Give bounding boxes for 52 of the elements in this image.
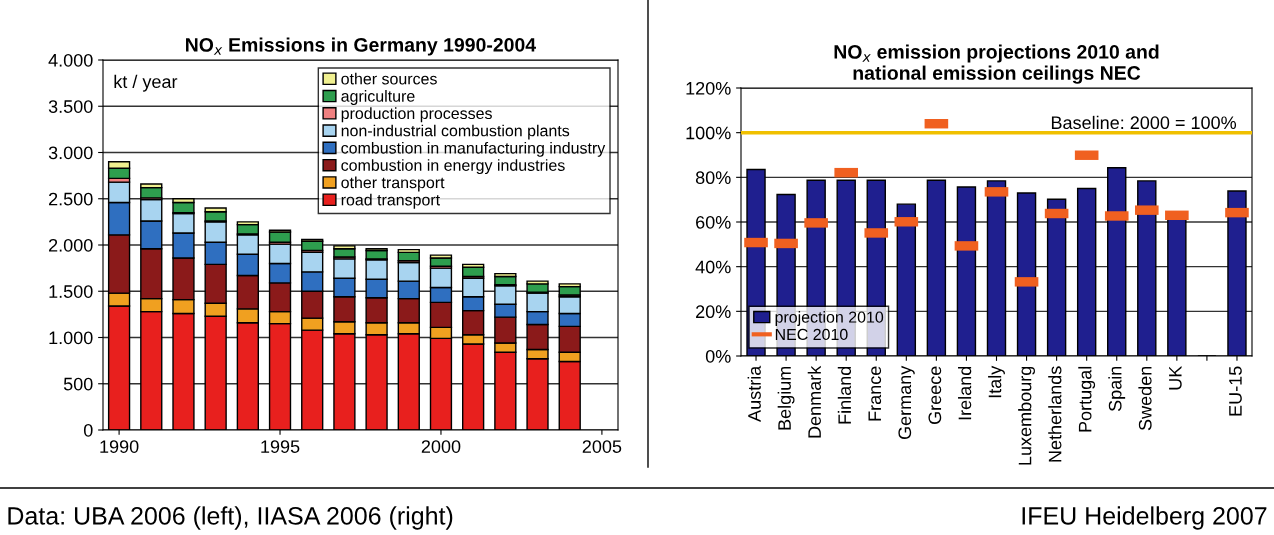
x-tick-label: 2000 [421, 440, 461, 453]
y-tick-label: 100% [686, 126, 731, 140]
y-tick-label: 80% [695, 171, 731, 185]
x-tick-label: Luxembourg [1018, 366, 1035, 465]
x-tick-label: Germany [898, 365, 915, 440]
y-tick-label: 0% [705, 349, 731, 363]
x-tick-label: France [868, 366, 882, 421]
y-tick-label: 1.500 [49, 285, 93, 298]
legend-label: combustion in energy industries [341, 159, 565, 175]
x-tick-label: Austria [747, 365, 761, 422]
x-tick-label: Sweden [1138, 366, 1152, 431]
y-tick-label: 4.000 [48, 53, 93, 67]
legend-label: production processes [341, 107, 492, 123]
x-tick-label: Belgium [777, 366, 795, 430]
annotation: kt / year [114, 74, 178, 92]
x-tick-label: 1990 [100, 440, 139, 453]
x-tick-label: 1995 [261, 440, 300, 453]
legend-label: agriculture [341, 90, 415, 105]
y-tick-label: 3.000 [48, 146, 93, 160]
legend-label: combustion in manufacturing industry [341, 141, 606, 157]
legend-label: non-industrial combustion plants [341, 124, 570, 140]
chart-title: NO$_{x}$ emission projections 2010 and national emission ceilings NEC [834, 44, 1159, 84]
legend-label: other transport [341, 176, 445, 192]
x-tick-label: Ireland [958, 366, 972, 420]
x-tick-label: Denmark [807, 365, 821, 438]
x-tick-label: Netherlands [1048, 366, 1062, 462]
y-tick-label: 60% [696, 215, 731, 229]
y-tick-label: 2.000 [49, 238, 93, 252]
y-tick-label: 0 [83, 423, 93, 437]
x-tick-label: Portugal [1078, 366, 1096, 432]
x-tick-label: UK [1169, 365, 1182, 390]
y-tick-label: 3.500 [48, 100, 93, 113]
legend-label: road transport [341, 193, 440, 209]
x-tick-label: Italy [988, 365, 1005, 398]
legend-label: NEC 2010 [775, 328, 848, 341]
y-tick-label: 120% [686, 81, 731, 95]
x-tick-label: Finland [837, 366, 852, 424]
text: Data: UBA 2006 (left), IIASA 2006 (right) [8, 506, 453, 530]
ref-line-label: Baseline: 2000 = 100% [1051, 115, 1237, 130]
x-tick-label: EU-15 [1229, 366, 1242, 416]
legend-label: other sources [341, 72, 437, 85]
y-tick-label: 40% [695, 260, 731, 274]
y-tick-label: 20% [696, 305, 731, 319]
y-tick-label: 500 [63, 377, 93, 391]
chart-title: NO$_{x}$ Emissions in Germany 1990-2004 [186, 37, 536, 56]
text: IFEU Heidelberg 2007 [1022, 506, 1267, 530]
y-tick-label: 2.500 [49, 192, 93, 206]
x-tick-label: 2005 [582, 440, 622, 453]
y-tick-label: 1.000 [49, 331, 93, 345]
x-tick-label: Spain [1108, 366, 1126, 412]
x-tick-label: Greece [928, 366, 942, 425]
legend-label: projection 2010 [775, 311, 884, 326]
